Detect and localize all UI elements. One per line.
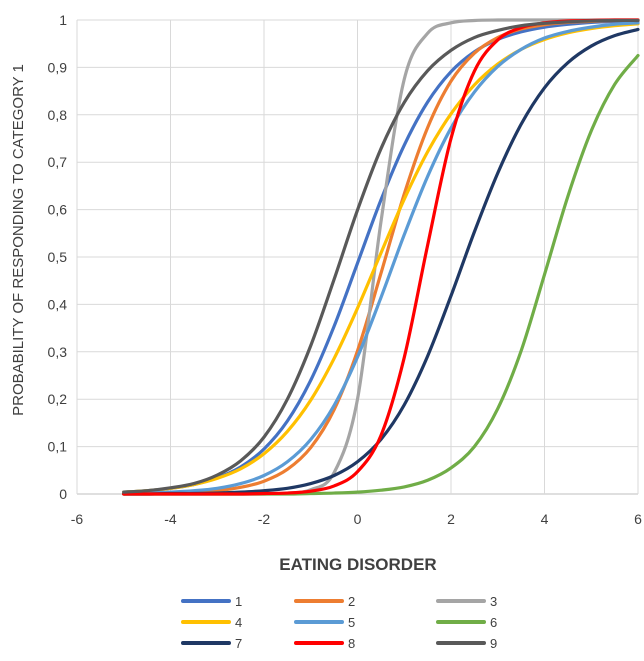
x-tick-label: 4	[541, 511, 549, 527]
legend-label-8: 8	[348, 636, 355, 651]
x-tick-label: 2	[447, 511, 455, 527]
x-tick-label: 6	[634, 511, 642, 527]
y-tick-label: 0,5	[48, 249, 68, 265]
series-lines	[122, 18, 640, 496]
legend: 1 2 3 4 5 6 7 8 9	[181, 594, 497, 651]
y-tick-label: 0	[59, 486, 67, 502]
y-tick-label: 0,3	[48, 344, 68, 360]
legend-label-1: 1	[235, 594, 242, 609]
y-tick-label: 0,8	[48, 107, 68, 123]
y-tick-label: 0,2	[48, 391, 68, 407]
legend-label-2: 2	[348, 594, 355, 609]
y-tick-label: 0,4	[48, 296, 68, 312]
legend-label-5: 5	[348, 615, 355, 630]
y-tick-label: 0,6	[48, 202, 68, 218]
series-line-9	[122, 18, 640, 494]
tick-labels: 0 0,1 0,2 0,3 0,4 0,5 0,6 0,7 0,8 0,9 1 -6 -4 -2 0 2 4 6	[48, 12, 643, 527]
legend-label-6: 6	[490, 615, 497, 630]
series-line-4	[122, 22, 640, 494]
legend-label-3: 3	[490, 594, 497, 609]
y-tick-label: 0,1	[48, 439, 68, 455]
y-tick-label: 0,7	[48, 154, 68, 170]
series-line-5	[122, 21, 640, 496]
legend-label-9: 9	[490, 636, 497, 651]
y-tick-label: 0,9	[48, 59, 68, 75]
y-axis-title: PROBABILITY OF RESPONDING TO CATEGORY 1	[10, 64, 27, 416]
x-tick-label: -2	[258, 511, 271, 527]
grid-layer	[76, 19, 639, 495]
x-tick-label: 0	[354, 511, 362, 527]
x-tick-label: -6	[71, 511, 84, 527]
series-line-7	[122, 27, 640, 496]
legend-label-7: 7	[235, 636, 242, 651]
x-tick-label: -4	[164, 511, 177, 527]
legend-label-4: 4	[235, 615, 242, 630]
x-axis-title: EATING DISORDER	[279, 555, 436, 574]
y-tick-label: 1	[59, 12, 67, 28]
